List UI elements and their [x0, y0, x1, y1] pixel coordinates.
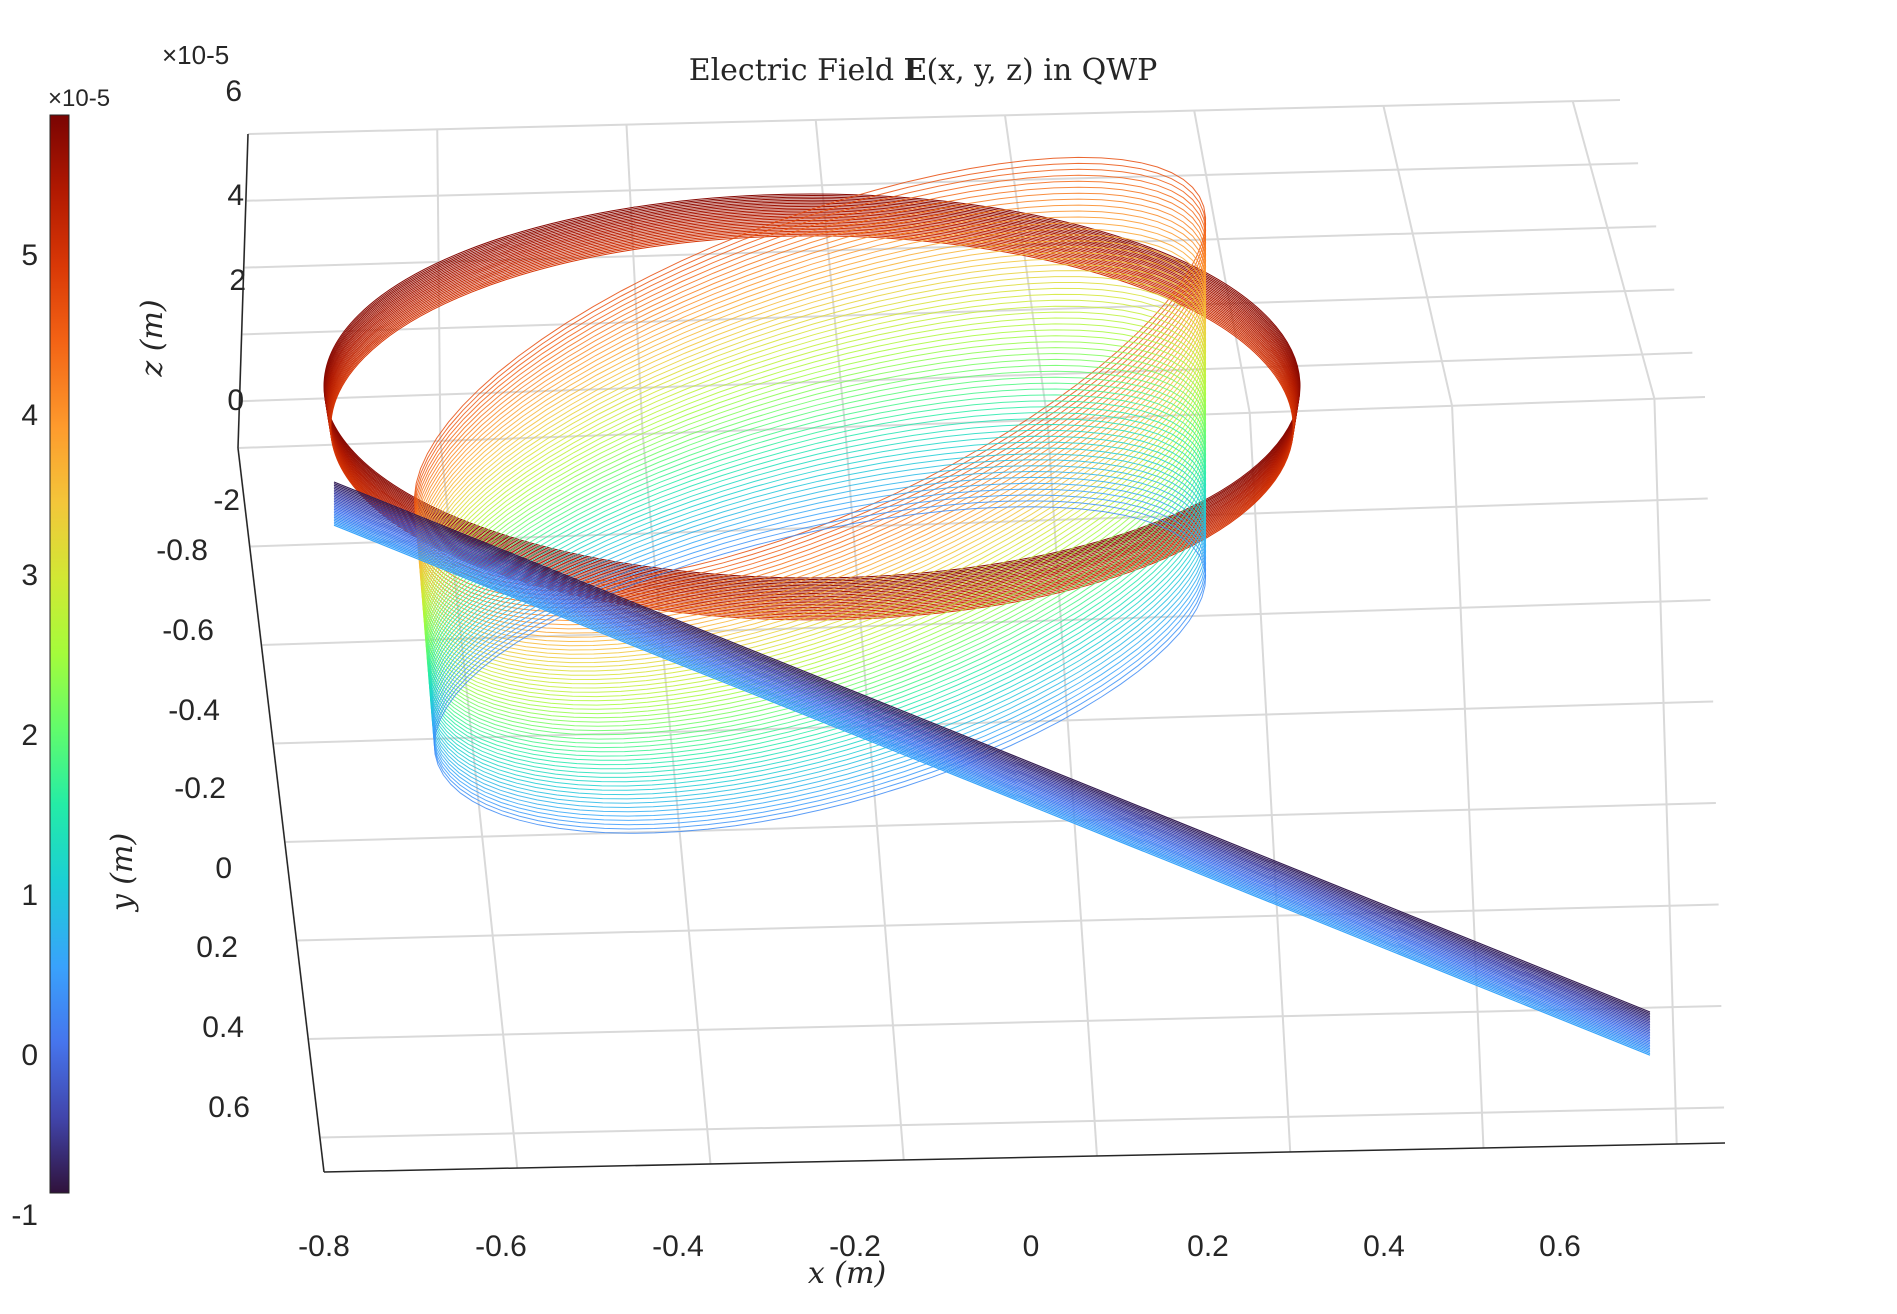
z-axis-line: [237, 133, 249, 449]
colorbar-ticks: 5 4 3 2 1 0 -1: [11, 239, 38, 1232]
colorbar-tick-label: 3: [21, 559, 38, 592]
x-tick-label: -0.6: [475, 1230, 527, 1263]
y-tick-label: 0: [215, 852, 232, 885]
linear-curve-line: [333, 491, 1651, 1023]
colorbar-tick-label: 1: [21, 879, 38, 912]
y-tick-label: -0.2: [174, 772, 226, 805]
linear-curve-line: [333, 495, 1651, 1027]
y-axis-line: [237, 447, 325, 1173]
y-tick-label: -0.8: [156, 534, 208, 567]
y-tick-label: -0.6: [162, 614, 214, 647]
linear-curve-line: [333, 516, 1651, 1048]
linear-curve-line: [333, 486, 1651, 1018]
colorbar-gradient: [49, 114, 70, 1194]
linear-curve-line: [333, 481, 1651, 1013]
y-tick-label: -0.4: [168, 694, 220, 727]
z-tick-label: -2: [213, 484, 240, 517]
axes-box: [237, 133, 1726, 1173]
grid-line-wall: [1382, 105, 1454, 407]
linear-curve-line: [333, 518, 1651, 1050]
colorbar-tick-label: 4: [21, 399, 38, 432]
linear-curve-line: [333, 510, 1651, 1042]
linear-curve-line: [333, 483, 1651, 1015]
linear-curve-line: [333, 502, 1651, 1034]
linear-curve-line: [333, 521, 1651, 1053]
linear-curve-line: [333, 515, 1651, 1047]
grid-line-wall: [1193, 110, 1251, 414]
linear-curve-line: [333, 508, 1651, 1040]
colorbar-exponent: ×10-5: [48, 85, 110, 112]
grid-line-x: [1451, 405, 1485, 1149]
z-tick-label: 2: [229, 264, 246, 297]
grid-line-z: [241, 288, 1675, 336]
y-axis-label: y (m): [105, 833, 140, 913]
grid-line-y: [273, 700, 1714, 745]
colorbar-tick-label: 5: [21, 239, 38, 272]
colorbar-tick-label: -1: [11, 1199, 38, 1232]
plot-area: [323, 156, 1651, 1056]
grid-line-x: [641, 433, 712, 1165]
z-axis-exponent: ×10-5: [162, 40, 229, 70]
linear-curve-line: [333, 487, 1651, 1019]
grid-line-wall: [814, 119, 847, 427]
grid-line-wall: [1003, 115, 1049, 420]
x-tick-label: 0.4: [1363, 1230, 1405, 1263]
z-tick-label: 0: [227, 384, 244, 417]
linear-curve-line: [333, 489, 1651, 1021]
z-tick-label: 4: [227, 179, 244, 212]
x-tick-label: 0.6: [1539, 1230, 1581, 1263]
grid-line-y: [308, 1004, 1722, 1041]
grid-line-x: [1248, 412, 1292, 1153]
linear-curve-line: [333, 505, 1651, 1037]
linear-curve-line: [333, 513, 1651, 1045]
x-tick-label: -0.4: [652, 1230, 704, 1263]
linear-curve-line: [333, 497, 1651, 1029]
y-tick-label: 0.2: [196, 931, 238, 964]
linear-curve-line: [333, 507, 1651, 1039]
linear-curve-line: [333, 494, 1651, 1026]
linear-curve-line: [333, 523, 1651, 1055]
grid-line-x: [1653, 398, 1678, 1145]
colorbar: ×10-5 5 4 3 2 1 0 -1: [11, 85, 110, 1232]
grid-line-y: [284, 801, 1716, 844]
grid-line-x: [844, 426, 905, 1161]
grid-line-z: [245, 162, 1639, 202]
linear-curve-line: [333, 500, 1651, 1032]
elliptical-curve-line: [432, 488, 1207, 821]
circular-curve-line: [330, 235, 1294, 621]
linear-curve-line: [333, 524, 1651, 1056]
linear-curve-line: [333, 503, 1651, 1035]
linear-curve-line: [333, 511, 1651, 1043]
grid-line-y: [296, 903, 1719, 942]
colorbar-tick-label: 0: [21, 1039, 38, 1072]
linear-curve-line: [333, 492, 1651, 1024]
linear-curve-line: [333, 499, 1651, 1031]
grid-line-wall: [1571, 100, 1656, 400]
chart-title: Electric Field E(x, y, z) in QWP: [689, 53, 1158, 88]
x-tick-label: 0.2: [1187, 1230, 1229, 1263]
x-tick-label: 0: [1023, 1230, 1040, 1263]
grid-line-y: [319, 1106, 1725, 1139]
x-tick-label: -0.8: [298, 1230, 350, 1263]
elliptical-curve-line: [432, 482, 1207, 817]
colorbar-tick-label: 2: [21, 719, 38, 752]
linear-curve-line: [333, 484, 1651, 1016]
z-axis-label: z (m): [135, 299, 170, 377]
x-axis-label: x (m): [808, 1256, 886, 1291]
elliptical-curve-line: [433, 506, 1207, 834]
grid-line-z: [247, 99, 1621, 135]
z-tick-label: 6: [225, 75, 242, 108]
axis-ticks: -0.8 -0.6 -0.4 -0.2 0 0.2 0.4 0.6 -0.8 -0.6 -0.4 -0…: [156, 75, 1581, 1263]
y-tick-label: 0.6: [208, 1091, 250, 1124]
x-axis-line: [323, 1142, 1726, 1173]
linear-curve-line: [333, 519, 1651, 1051]
y-tick-label: 0.4: [202, 1011, 244, 1044]
grid-line-wall: [625, 124, 644, 434]
x-tick-label: -0.2: [829, 1230, 881, 1263]
